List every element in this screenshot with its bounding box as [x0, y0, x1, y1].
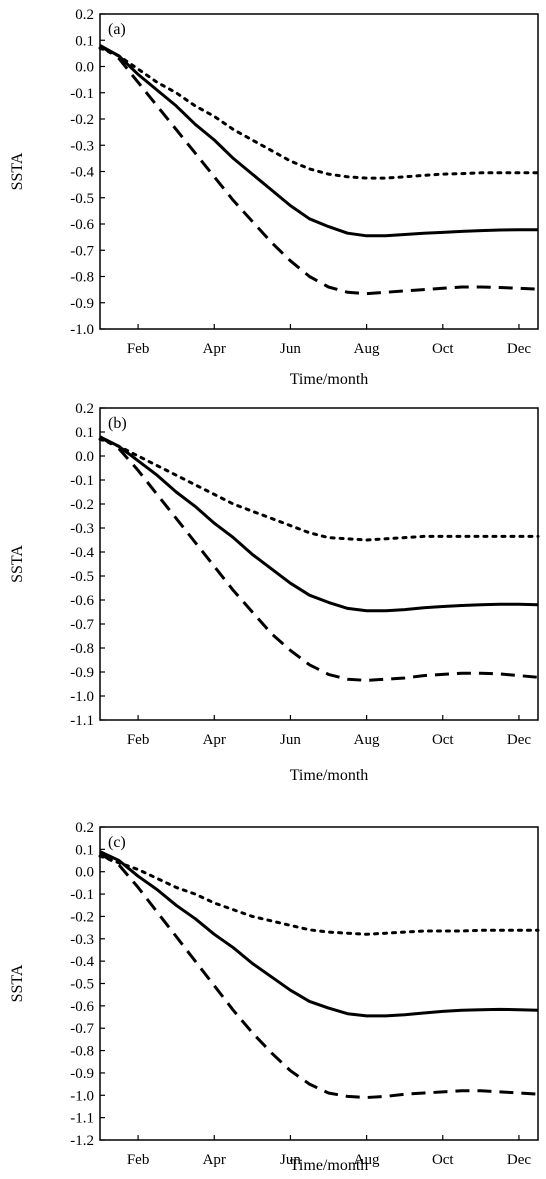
x-axis-label: Time/month: [290, 767, 369, 784]
x-tick-label: Dec: [507, 732, 531, 748]
x-tick-label: Jun: [280, 1152, 301, 1168]
y-tick-label: -0.8: [70, 1044, 94, 1060]
x-tick-label: Jun: [280, 732, 301, 748]
y-tick-label: -0.9: [70, 665, 94, 681]
y-axis-label: SSTA: [9, 152, 26, 190]
y-tick-label: -0.8: [70, 641, 94, 657]
y-tick-label: -1.1: [70, 713, 94, 729]
series-line-solid: [99, 850, 539, 1018]
y-tick-label: 0.2: [75, 401, 94, 417]
y-tick-label: -0.4: [70, 165, 94, 181]
x-tick-label: Jun: [280, 341, 301, 357]
y-tick-label: -0.2: [70, 112, 94, 128]
x-tick-label: Apr: [203, 1152, 226, 1168]
plot-frame: [99, 826, 539, 1141]
y-tick-label: -0.8: [70, 270, 94, 286]
x-tick-label: Aug: [354, 732, 380, 748]
y-tick-label: -0.7: [70, 617, 94, 633]
x-tick-label: Feb: [127, 732, 150, 748]
chart-panel-2: 0.2 0.1 0.0 -0.1 -0.2 -0.3 -0.4 -0.5 -0.6 -0.7 -0.…: [9, 401, 540, 784]
series-line-dashed: [99, 44, 539, 296]
y-tick-label: -0.6: [70, 593, 94, 609]
y-tick-label: -0.1: [70, 473, 94, 489]
y-tick-label: -0.9: [70, 296, 94, 312]
y-tick-label: -0.5: [70, 977, 94, 993]
x-tick-label: Oct: [432, 1152, 454, 1168]
y-tick-label: 0.2: [75, 820, 94, 836]
x-axis-label: Time/month: [290, 1157, 369, 1174]
series-line-solid: [99, 435, 539, 613]
y-tick-label: -1.1: [70, 1111, 94, 1127]
chart-panel-3: 0.2 0.1 0.0 -0.1 -0.2 -0.3 -0.4 -0.5 -0.6 -0.7 -0.…: [9, 820, 540, 1174]
x-tick-label: Dec: [507, 341, 531, 357]
y-tick-label: 0.0: [75, 865, 94, 881]
y-tick-label: -0.5: [70, 569, 94, 585]
y-tick-label: -0.7: [70, 243, 94, 259]
y-tick-label: 0.1: [75, 33, 94, 49]
y-tick-label: -0.4: [70, 954, 94, 970]
chart-panel-1: 0.2 0.1 0.0 -0.1 -0.2 -0.3 -0.4 -0.5 -0.6 -0.7 -0.…: [9, 7, 540, 388]
series-line-dotted: [98, 46, 540, 180]
y-tick-label: 0.1: [75, 425, 94, 441]
x-tick-label: Feb: [127, 1152, 150, 1168]
y-axis-label: SSTA: [9, 545, 26, 583]
y-tick-label: -0.3: [70, 138, 94, 154]
x-tick-label: Feb: [127, 341, 150, 357]
y-tick-label: -1.0: [70, 322, 94, 338]
y-tick-label: -0.4: [70, 545, 94, 561]
y-tick-label: 0.0: [75, 449, 94, 465]
series-line-dotted: [98, 437, 540, 542]
y-tick-label: -0.1: [70, 887, 94, 903]
y-tick-label: -0.2: [70, 497, 94, 513]
y-tick-label: -0.5: [70, 191, 94, 207]
x-tick-label: Aug: [354, 341, 380, 357]
x-axis-label: Time/month: [290, 371, 369, 388]
y-tick-label: -0.3: [70, 521, 94, 537]
plot-frame: [99, 407, 539, 721]
y-tick-label: -0.9: [70, 1066, 94, 1082]
y-tick-label: -0.2: [70, 909, 94, 925]
y-tick-label: -0.1: [70, 86, 94, 102]
y-tick-label: -0.6: [70, 999, 94, 1015]
series-line-solid: [99, 44, 538, 238]
y-tick-label: -0.3: [70, 932, 94, 948]
panel-label: (b): [108, 415, 127, 432]
y-tick-label: -1.0: [70, 689, 94, 705]
x-tick-label: Oct: [432, 341, 454, 357]
y-tick-label: -1.0: [70, 1088, 94, 1104]
x-tick-label: Dec: [507, 1152, 531, 1168]
y-tick-label: 0.1: [75, 842, 94, 858]
panel-label: (c): [108, 834, 126, 851]
x-tick-label: Apr: [203, 341, 226, 357]
series-line-dotted: [98, 854, 540, 936]
y-tick-label: 0.0: [75, 60, 94, 76]
x-tick-label: Apr: [203, 732, 226, 748]
y-tick-label: -0.6: [70, 217, 94, 233]
series-line-dashed: [99, 435, 539, 682]
panel-label: (a): [108, 21, 126, 38]
y-tick-label: -1.2: [70, 1133, 94, 1149]
x-tick-label: Oct: [432, 732, 454, 748]
y-axis-label: SSTA: [9, 964, 26, 1002]
y-tick-label: -0.7: [70, 1021, 94, 1037]
series-line-dashed: [99, 852, 539, 1099]
y-tick-label: 0.2: [75, 7, 94, 23]
x-tick-label: Aug: [354, 1152, 380, 1168]
